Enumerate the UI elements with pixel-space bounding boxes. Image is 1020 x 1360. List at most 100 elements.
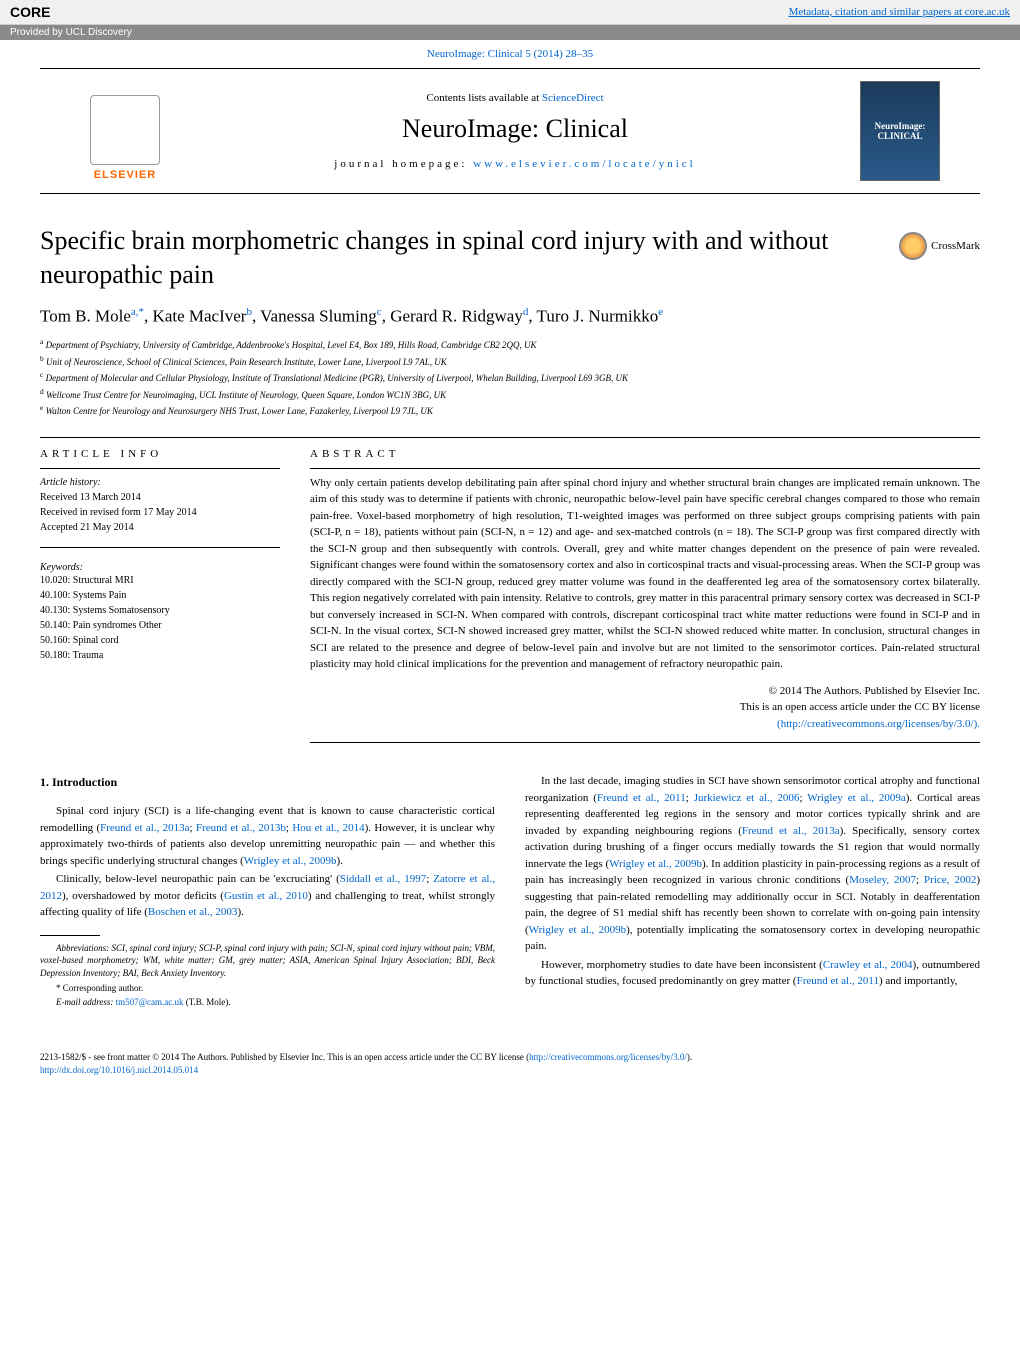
elsevier-logo: ELSEVIER bbox=[80, 81, 170, 181]
article-body: Specific brain morphometric changes in s… bbox=[0, 194, 1020, 1041]
title-row: Specific brain morphometric changes in s… bbox=[40, 224, 980, 292]
keyword-item: 10.020: Structural MRI bbox=[40, 573, 280, 588]
authors: Tom B. Molea,*, Kate MacIverb, Vanessa S… bbox=[40, 306, 980, 327]
info-abstract-row: ARTICLE INFO Article history: Received 1… bbox=[40, 448, 980, 744]
email-suffix: (T.B. Mole). bbox=[183, 997, 230, 1007]
crossmark-label: CrossMark bbox=[931, 240, 980, 252]
corresponding-author: * Corresponding author. bbox=[40, 982, 495, 995]
citation-link[interactable]: Siddall et al., 1997 bbox=[340, 873, 427, 885]
elsevier-tree-icon bbox=[90, 95, 160, 165]
citation-link[interactable]: Freund et al., 2011 bbox=[597, 792, 686, 804]
copyright-line2: This is an open access article under the… bbox=[310, 699, 980, 716]
citation-link[interactable]: Boschen et al., 2003 bbox=[148, 906, 238, 918]
citation-line: NeuroImage: Clinical 5 (2014) 28–35 bbox=[0, 40, 1020, 68]
affiliation-line: b Unit of Neuroscience, School of Clinic… bbox=[40, 353, 980, 370]
bottom-info: 2213-1582/$ - see front matter © 2014 Th… bbox=[0, 1051, 1020, 1098]
footnotes: Abbreviations: SCI, spinal cord injury; … bbox=[40, 942, 495, 1009]
intro-section: 1. Introduction Spinal cord injury (SCI)… bbox=[40, 773, 980, 1010]
divider bbox=[310, 742, 980, 743]
citation-link[interactable]: Freund et al., 2011 bbox=[797, 975, 879, 987]
cc-license-link[interactable]: (http://creativecommons.org/licenses/by/… bbox=[777, 718, 980, 730]
divider bbox=[40, 547, 280, 548]
citation-link[interactable]: Freund et al., 2013b bbox=[196, 822, 286, 834]
footnote-separator bbox=[40, 935, 100, 936]
revised-date: Received in revised form 17 May 2014 bbox=[40, 505, 280, 520]
affiliation-line: e Walton Centre for Neurology and Neuros… bbox=[40, 402, 980, 419]
homepage-link[interactable]: www.elsevier.com/locate/ynicl bbox=[473, 158, 696, 170]
copyright-line1: © 2014 The Authors. Published by Elsevie… bbox=[310, 683, 980, 700]
citation-link[interactable]: Crawley et al., 2004 bbox=[823, 959, 913, 971]
keyword-item: 50.160: Spinal cord bbox=[40, 633, 280, 648]
citation-link[interactable]: Price, 2002 bbox=[924, 874, 976, 886]
affiliation-line: d Wellcome Trust Centre for Neuroimaging… bbox=[40, 386, 980, 403]
article-info-col: ARTICLE INFO Article history: Received 1… bbox=[40, 448, 280, 744]
intro-head: 1. Introduction bbox=[40, 773, 495, 791]
article-history: Article history: Received 13 March 2014 … bbox=[40, 475, 280, 535]
citation-link[interactable]: Freund et al., 2013a bbox=[100, 822, 189, 834]
citation-link[interactable]: Wrigley et al., 2009a bbox=[807, 792, 906, 804]
affiliations: a Department of Psychiatry, University o… bbox=[40, 336, 980, 419]
core-metadata-link[interactable]: Metadata, citation and similar papers at… bbox=[789, 6, 1010, 18]
received-date: Received 13 March 2014 bbox=[40, 490, 280, 505]
citation-link[interactable]: Moseley, 2007 bbox=[849, 874, 916, 886]
cover-line1: NeuroImage: bbox=[875, 121, 926, 131]
crossmark-icon bbox=[899, 232, 927, 260]
citation-link[interactable]: Wrigley et al., 2009b bbox=[244, 855, 337, 867]
citation-link[interactable]: Gustin et al., 2010 bbox=[224, 890, 308, 902]
body-paragraph: However, morphometry studies to date hav… bbox=[525, 957, 980, 990]
crossmark-badge[interactable]: CrossMark bbox=[899, 232, 980, 260]
homepage-prefix: journal homepage: bbox=[334, 158, 473, 170]
keyword-item: 40.100: Systems Pain bbox=[40, 588, 280, 603]
issn-end: ). bbox=[687, 1052, 692, 1062]
journal-header-center: Contents lists available at ScienceDirec… bbox=[170, 92, 860, 170]
citation-link[interactable]: NeuroImage: Clinical 5 (2014) 28–35 bbox=[427, 48, 593, 60]
intro-left-paras: Spinal cord injury (SCI) is a life-chang… bbox=[40, 803, 495, 921]
abstract-col: ABSTRACT Why only certain patients devel… bbox=[310, 448, 980, 744]
divider bbox=[40, 468, 280, 469]
affiliation-line: a Department of Psychiatry, University o… bbox=[40, 336, 980, 353]
keyword-item: 40.130: Systems Somatosensory bbox=[40, 603, 280, 618]
article-title: Specific brain morphometric changes in s… bbox=[40, 224, 879, 292]
keyword-item: 50.180: Trauma bbox=[40, 648, 280, 663]
issn-text: 2213-1582/$ - see front matter © 2014 Th… bbox=[40, 1052, 529, 1062]
elsevier-text: ELSEVIER bbox=[94, 169, 156, 181]
divider bbox=[40, 437, 980, 438]
core-provider: Provided by UCL Discovery bbox=[0, 25, 1020, 40]
issn-line: 2213-1582/$ - see front matter © 2014 Th… bbox=[40, 1051, 980, 1065]
copyright-block: © 2014 The Authors. Published by Elsevie… bbox=[310, 683, 980, 733]
article-info-head: ARTICLE INFO bbox=[40, 448, 280, 460]
email-label: E-mail address: bbox=[56, 997, 116, 1007]
accepted-date: Accepted 21 May 2014 bbox=[40, 520, 280, 535]
abbreviations: Abbreviations: SCI, spinal cord injury; … bbox=[40, 942, 495, 980]
body-paragraph: Clinically, below-level neuropathic pain… bbox=[40, 871, 495, 921]
email-link[interactable]: tm507@cam.ac.uk bbox=[116, 997, 184, 1007]
history-label: Article history: bbox=[40, 475, 280, 490]
citation-link[interactable]: Wrigley et al., 2009b bbox=[609, 858, 702, 870]
citation-link[interactable]: Wrigley et al., 2009b bbox=[529, 924, 626, 936]
core-banner: CORE Metadata, citation and similar pape… bbox=[0, 0, 1020, 25]
abstract-head: ABSTRACT bbox=[310, 448, 980, 460]
abstract-text: Why only certain patients develop debili… bbox=[310, 475, 980, 673]
keywords-label: Keywords: bbox=[40, 562, 280, 573]
contents-prefix: Contents lists available at bbox=[426, 92, 541, 104]
keywords-list: 10.020: Structural MRI40.100: Systems Pa… bbox=[40, 573, 280, 663]
core-logo: CORE bbox=[10, 4, 50, 20]
body-paragraph: In the last decade, imaging studies in S… bbox=[525, 773, 980, 955]
email-line: E-mail address: tm507@cam.ac.uk (T.B. Mo… bbox=[40, 996, 495, 1009]
keyword-item: 50.140: Pain syndromes Other bbox=[40, 618, 280, 633]
intro-right-col: In the last decade, imaging studies in S… bbox=[525, 773, 980, 1010]
contents-line: Contents lists available at ScienceDirec… bbox=[170, 92, 860, 104]
body-paragraph: Spinal cord injury (SCI) is a life-chang… bbox=[40, 803, 495, 869]
cover-line2: CLINICAL bbox=[877, 131, 922, 141]
journal-cover-icon: NeuroImage: CLINICAL bbox=[860, 81, 940, 181]
journal-header: ELSEVIER Contents lists available at Sci… bbox=[40, 68, 980, 194]
homepage-line: journal homepage: www.elsevier.com/locat… bbox=[170, 158, 860, 170]
citation-link[interactable]: Freund et al., 2013a bbox=[742, 825, 840, 837]
journal-name: NeuroImage: Clinical bbox=[170, 114, 860, 144]
citation-link[interactable]: Jurkiewicz et al., 2006 bbox=[694, 792, 800, 804]
sciencedirect-link[interactable]: ScienceDirect bbox=[542, 92, 604, 104]
intro-left-col: 1. Introduction Spinal cord injury (SCI)… bbox=[40, 773, 495, 1010]
doi-link[interactable]: http://dx.doi.org/10.1016/j.nicl.2014.05… bbox=[40, 1065, 198, 1075]
citation-link[interactable]: Hou et al., 2014 bbox=[292, 822, 364, 834]
cc-link-bottom[interactable]: http://creativecommons.org/licenses/by/3… bbox=[529, 1052, 687, 1062]
